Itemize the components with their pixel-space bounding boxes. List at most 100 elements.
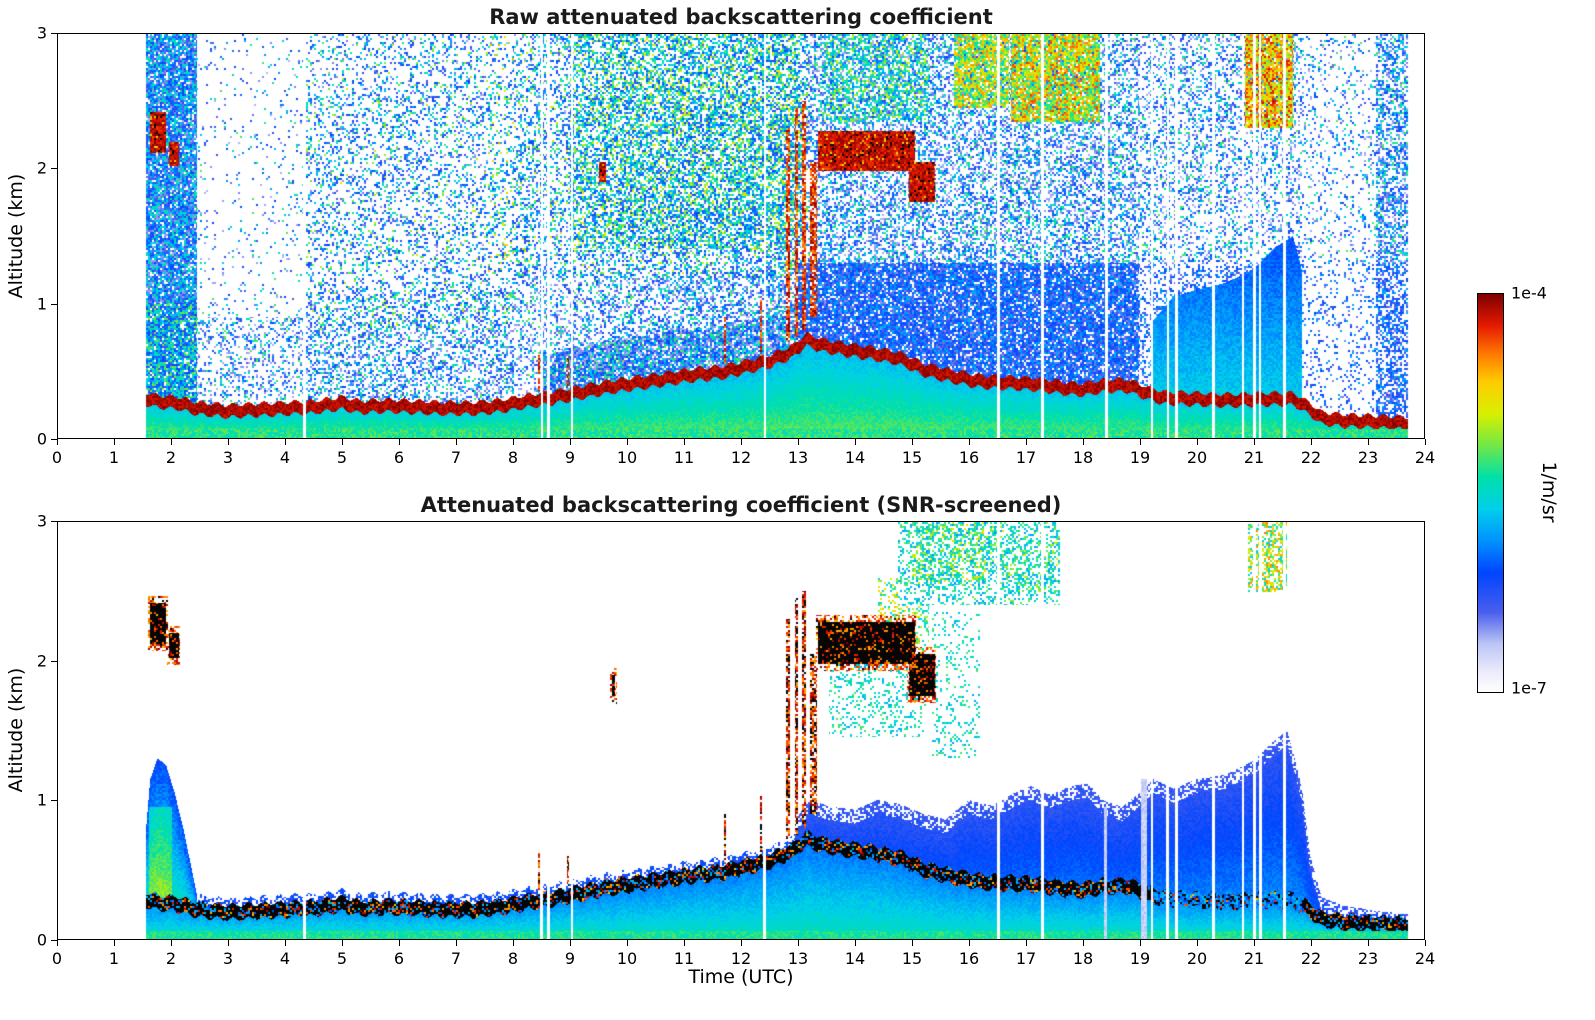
x-tick xyxy=(684,439,685,445)
x-tick xyxy=(1425,439,1426,445)
x-tick-label: 16 xyxy=(958,448,980,467)
x-tick-label: 13 xyxy=(787,949,809,968)
x-tick xyxy=(456,940,457,946)
x-tick-label: 19 xyxy=(1129,949,1151,968)
y-tick xyxy=(51,168,57,170)
x-tick-label: 2 xyxy=(165,448,177,467)
x-tick-label: 6 xyxy=(393,448,405,467)
x-tick-label: 21 xyxy=(1243,448,1265,467)
x-tick-label: 4 xyxy=(279,448,291,467)
x-tick xyxy=(57,439,58,445)
x-tick xyxy=(1254,940,1255,946)
y-tick-label: 0 xyxy=(36,930,47,950)
x-tick-label: 1 xyxy=(108,949,120,968)
x-tick-label: 8 xyxy=(507,949,519,968)
x-tick-label: 7 xyxy=(450,448,462,467)
x-tick xyxy=(1197,940,1198,946)
x-tick-label: 10 xyxy=(616,949,638,968)
screened-heatmap-plot xyxy=(57,521,1425,940)
colorbar xyxy=(1477,293,1504,693)
x-tick xyxy=(1026,940,1027,946)
raw-heatmap-canvas xyxy=(58,34,1424,438)
x-tick-label: 5 xyxy=(336,448,348,467)
x-tick-label: 21 xyxy=(1243,949,1265,968)
x-tick-label: 12 xyxy=(730,448,752,467)
x-tick-label: 3 xyxy=(222,448,234,467)
x-tick xyxy=(171,439,172,445)
x-tick xyxy=(798,940,799,946)
raw-y-axis-label: Altitude (km) xyxy=(5,173,27,299)
x-tick-label: 17 xyxy=(1015,448,1037,467)
y-tick-label: 0 xyxy=(36,429,47,449)
x-tick xyxy=(285,940,286,946)
x-tick xyxy=(627,439,628,445)
y-tick-label: 3 xyxy=(36,23,47,43)
x-tick xyxy=(684,940,685,946)
colorbar-min-label: 1e-7 xyxy=(1511,678,1547,698)
x-tick xyxy=(228,439,229,445)
x-tick-label: 12 xyxy=(730,949,752,968)
y-tick-label: 2 xyxy=(36,158,47,178)
x-tick xyxy=(1026,439,1027,445)
x-tick xyxy=(969,940,970,946)
x-tick-label: 20 xyxy=(1186,949,1208,968)
y-tick-label: 1 xyxy=(36,790,47,810)
x-tick-label: 15 xyxy=(901,448,923,467)
raw-panel-title: Raw attenuated backscattering coefficien… xyxy=(489,5,993,29)
y-tick xyxy=(51,439,57,440)
x-tick xyxy=(627,940,628,946)
x-tick xyxy=(1197,439,1198,445)
y-tick-label: 1 xyxy=(36,294,47,314)
x-tick xyxy=(513,940,514,946)
x-tick xyxy=(570,940,571,946)
x-tick xyxy=(1311,439,1312,445)
x-tick xyxy=(855,439,856,445)
x-tick xyxy=(285,439,286,445)
y-tick xyxy=(51,303,57,305)
x-tick xyxy=(570,439,571,445)
x-tick xyxy=(114,940,115,946)
y-tick-label: 2 xyxy=(36,651,47,671)
x-tick xyxy=(399,940,400,946)
x-tick xyxy=(1254,439,1255,445)
x-tick-label: 6 xyxy=(393,949,405,968)
raw-heatmap-plot xyxy=(57,33,1425,439)
x-tick xyxy=(1140,940,1141,946)
x-tick xyxy=(969,439,970,445)
x-tick-label: 18 xyxy=(1072,448,1094,467)
y-tick xyxy=(51,940,57,941)
x-tick-label: 4 xyxy=(279,949,291,968)
x-tick xyxy=(57,940,58,946)
x-tick xyxy=(1083,940,1084,946)
x-tick xyxy=(456,439,457,445)
x-tick-label: 14 xyxy=(844,949,866,968)
colorbar-unit-label: 1/m/sr xyxy=(1538,461,1560,523)
x-tick-label: 9 xyxy=(564,448,576,467)
x-tick xyxy=(855,940,856,946)
y-tick xyxy=(51,660,57,662)
x-tick-label: 14 xyxy=(844,448,866,467)
x-tick-label: 8 xyxy=(507,448,519,467)
x-tick-label: 16 xyxy=(958,949,980,968)
x-tick-label: 5 xyxy=(336,949,348,968)
x-tick-label: 15 xyxy=(901,949,923,968)
x-tick xyxy=(741,439,742,445)
x-tick xyxy=(114,439,115,445)
x-tick-label: 24 xyxy=(1414,448,1436,467)
x-tick-label: 11 xyxy=(673,949,695,968)
x-tick-label: 3 xyxy=(222,949,234,968)
x-tick-label: 0 xyxy=(51,448,63,467)
x-tick xyxy=(342,439,343,445)
x-tick xyxy=(1311,940,1312,946)
x-tick-label: 22 xyxy=(1300,949,1322,968)
x-tick xyxy=(798,439,799,445)
x-tick xyxy=(1425,940,1426,946)
x-tick-label: 23 xyxy=(1357,949,1379,968)
x-tick-label: 18 xyxy=(1072,949,1094,968)
y-tick xyxy=(51,33,57,34)
x-tick-label: 2 xyxy=(165,949,177,968)
x-tick xyxy=(342,940,343,946)
colorbar-max-label: 1e-4 xyxy=(1511,283,1547,303)
x-tick-label: 20 xyxy=(1186,448,1208,467)
